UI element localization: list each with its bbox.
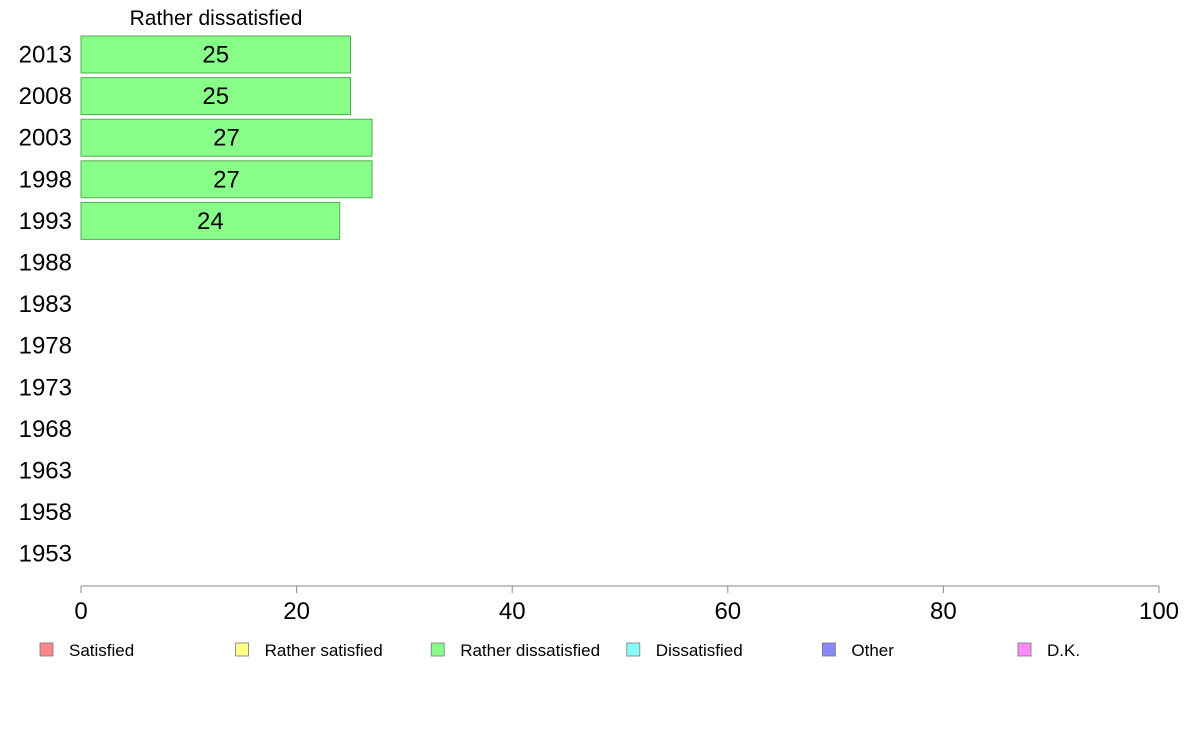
legend-label-3: Dissatisfied — [656, 641, 743, 660]
legend-swatch-1 — [235, 642, 250, 657]
legend: Satisfied Rather satisfied Rather dissatis… — [39, 641, 1080, 660]
bar-label-2008: 25 — [202, 83, 229, 110]
chart-title: Rather dissatisfied — [130, 7, 303, 30]
year-label-1993: 1993 — [19, 208, 72, 235]
legend-swatch-5 — [1017, 642, 1032, 657]
legend-label-1: Rather satisfied — [265, 641, 383, 660]
legend-label-4: Other — [851, 641, 894, 660]
bar-1998 — [80, 160, 373, 199]
legend-label-2: Rather dissatisfied — [460, 641, 600, 660]
x-tick-label-20: 20 — [283, 598, 310, 625]
year-label-1973: 1973 — [19, 374, 72, 401]
year-label-1953: 1953 — [19, 541, 72, 568]
legend-swatch-4 — [822, 642, 836, 657]
year-label-1968: 1968 — [19, 416, 72, 443]
year-label-2013: 2013 — [19, 42, 72, 69]
year-label-1963: 1963 — [19, 458, 72, 485]
bar-2008 — [80, 77, 351, 116]
year-label-1983: 1983 — [19, 291, 72, 318]
bar-2013 — [80, 35, 351, 74]
year-label-2003: 2003 — [19, 125, 72, 152]
bar-label-2003: 27 — [213, 125, 240, 152]
bar-2003 — [80, 118, 373, 157]
year-labels: 2013 2008 2003 1998 1993 1988 1983 1978 1973 1968… — [19, 42, 72, 568]
x-tick-label-80: 80 — [930, 598, 957, 625]
x-tick-label-60: 60 — [714, 598, 741, 625]
bar-1993 — [80, 201, 341, 240]
bar-label-1993: 24 — [197, 208, 224, 235]
year-label-1988: 1988 — [19, 250, 72, 277]
bars-layer: 25 25 27 27 24 — [80, 35, 373, 240]
x-axis: 0 20 40 60 80 100 — [74, 585, 1179, 625]
legend-swatch-0 — [39, 642, 54, 657]
legend-swatch-3 — [626, 642, 641, 657]
x-tick-label-100: 100 — [1139, 598, 1179, 625]
bar-label-1998: 27 — [213, 166, 240, 193]
legend-swatch-2 — [430, 642, 445, 657]
x-tick-label-0: 0 — [74, 598, 87, 625]
year-label-1978: 1978 — [19, 333, 72, 360]
year-label-2008: 2008 — [19, 83, 72, 110]
legend-label-0: Satisfied — [69, 641, 134, 660]
x-tick-label-40: 40 — [499, 598, 526, 625]
legend-label-5: D.K. — [1047, 641, 1080, 660]
bar-label-2013: 25 — [202, 42, 229, 69]
year-label-1958: 1958 — [19, 499, 72, 526]
year-label-1998: 1998 — [19, 166, 72, 193]
